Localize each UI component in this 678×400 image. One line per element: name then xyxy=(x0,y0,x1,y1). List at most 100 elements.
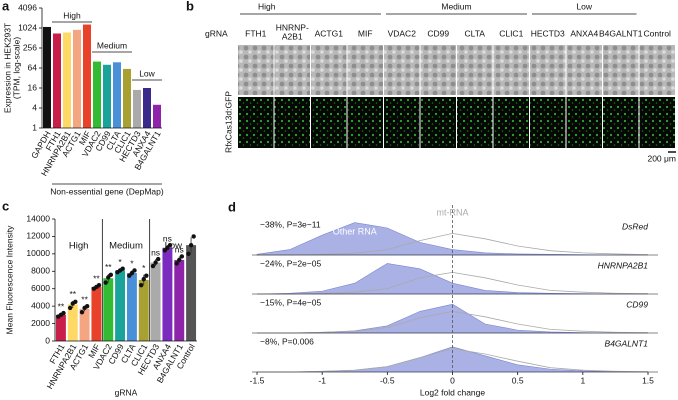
brightfield-image xyxy=(639,45,675,95)
y-tick-label: 4 xyxy=(32,102,37,112)
group-label: Low xyxy=(576,1,592,11)
bar xyxy=(91,286,102,341)
brightfield-image xyxy=(311,45,347,95)
brightfield-image xyxy=(493,45,529,95)
y-axis-label: Expression in HEK293T xyxy=(2,23,12,113)
data-point xyxy=(167,242,173,248)
group-label: Medium xyxy=(441,1,471,11)
bar xyxy=(126,273,137,341)
bar xyxy=(103,64,111,128)
significance-label: ** xyxy=(58,301,65,311)
y-axis-label: Mean Fluorescence Intensity xyxy=(4,225,14,334)
y-tick-label: 8000 xyxy=(31,266,50,276)
bar xyxy=(43,26,51,129)
x-tick-label: 0.5 xyxy=(512,375,524,385)
gene-label: B4GALNT1 xyxy=(599,28,643,38)
x-tick-label: -1.5 xyxy=(250,375,265,385)
gfp-image xyxy=(566,97,602,148)
gfp-image xyxy=(603,97,639,148)
group-label: Low xyxy=(165,241,183,252)
bar xyxy=(174,259,185,341)
data-point xyxy=(73,299,78,304)
x-axis-label: Log2 fold change xyxy=(420,387,485,397)
significance-label: * xyxy=(142,263,146,273)
data-point xyxy=(132,268,137,273)
bar xyxy=(150,262,161,341)
gene-label: Control xyxy=(644,28,672,38)
gfp-image xyxy=(530,97,566,148)
data-point xyxy=(138,283,144,288)
x-tick-label: 1.5 xyxy=(642,375,654,385)
significance-label: ns xyxy=(151,247,160,257)
data-point xyxy=(144,273,149,278)
significance-label: ** xyxy=(69,289,76,299)
x-tick-label: -0.5 xyxy=(380,375,395,385)
brightfield-image xyxy=(238,45,274,95)
gene-label: HECTD3 xyxy=(531,28,565,38)
panel-letter: c xyxy=(2,198,9,213)
group-label: Medium xyxy=(97,40,127,50)
data-point xyxy=(179,254,185,259)
density-area xyxy=(257,303,648,334)
gfp-image xyxy=(420,97,456,148)
y-tick-label: 6000 xyxy=(31,283,50,293)
data-point xyxy=(191,234,196,239)
data-point xyxy=(84,303,90,309)
group-label: Low xyxy=(139,68,155,78)
data-point xyxy=(155,256,161,262)
row-label: RfxCas13d:GFP xyxy=(223,91,233,153)
data-point xyxy=(103,280,108,285)
brightfield-image xyxy=(384,45,420,95)
bar xyxy=(133,89,141,128)
group-label: High xyxy=(258,1,276,11)
significance-label: ns xyxy=(163,233,172,243)
gene-label: MIF xyxy=(358,28,373,38)
bar xyxy=(143,88,151,128)
density-line xyxy=(257,348,649,373)
y-tick-label: 10000 xyxy=(26,248,50,258)
gene-label: CLTA xyxy=(465,28,486,38)
data-point xyxy=(61,310,66,316)
group-label: High xyxy=(63,10,81,20)
y-axis-label: (TPM, log-scale) xyxy=(11,37,21,100)
brightfield-image xyxy=(274,45,310,95)
panel-letter: b xyxy=(186,0,194,13)
panel-letter: a xyxy=(2,0,10,13)
x-tick-label: 1 xyxy=(580,375,585,385)
row-annotation: −8%, P=0.006 xyxy=(260,336,314,346)
data-point xyxy=(188,242,194,248)
bar xyxy=(153,104,161,128)
data-point xyxy=(177,257,182,263)
gfp-image xyxy=(457,97,493,148)
data-point xyxy=(108,272,114,277)
bar xyxy=(67,304,78,341)
y-tick-label: 4096 xyxy=(18,2,37,12)
data-point xyxy=(153,260,158,265)
column-header: gRNA xyxy=(205,28,228,38)
row-name: DsRed xyxy=(622,221,648,231)
y-tick-label: 2000 xyxy=(31,318,50,328)
bar xyxy=(63,32,71,128)
footer-label: Non-essential gene (DepMap) xyxy=(50,186,164,196)
density-line xyxy=(257,232,649,256)
data-point xyxy=(174,261,179,266)
x-tick-label: 0 xyxy=(450,375,455,385)
group-label: Medium xyxy=(109,241,143,252)
y-tick-label: 14000 xyxy=(26,213,50,223)
gfp-image xyxy=(238,97,274,148)
significance-label: ** xyxy=(105,262,112,272)
gene-label: ANXA4 xyxy=(570,28,598,38)
gene-label: FTH1 xyxy=(245,28,267,38)
panel-letter: d xyxy=(228,199,236,214)
significance-label: ** xyxy=(81,294,88,304)
bar xyxy=(55,314,66,341)
bar xyxy=(162,247,173,341)
brightfield-image xyxy=(457,45,493,95)
significance-label: ** xyxy=(93,273,100,283)
bar xyxy=(138,280,149,341)
gfp-image xyxy=(493,97,529,148)
significance-label: * xyxy=(118,257,122,267)
significance-label: * xyxy=(130,259,134,269)
y-tick-label: 12000 xyxy=(26,231,50,241)
